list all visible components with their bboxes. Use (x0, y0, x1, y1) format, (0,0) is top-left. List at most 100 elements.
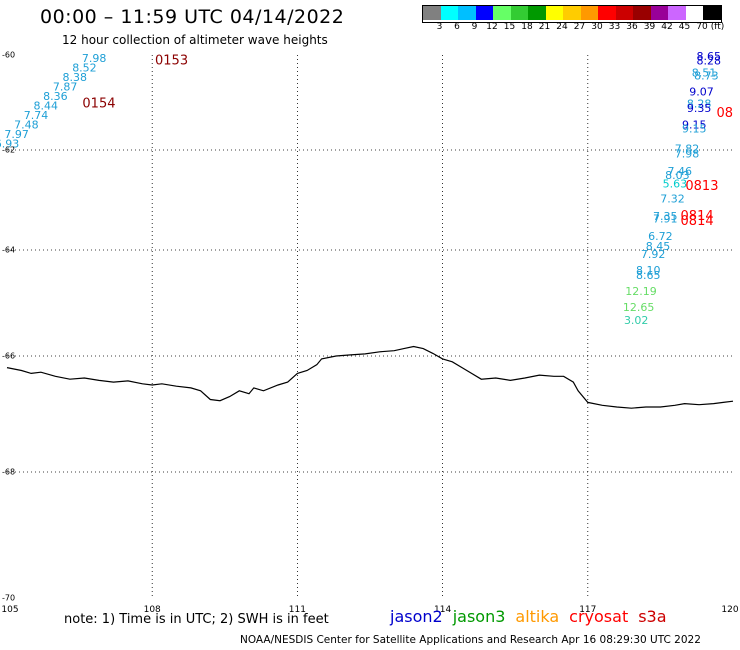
wave-height-value: 5.63 (663, 178, 688, 191)
footnote: note: 1) Time is in UTC; 2) SWH is in fe… (64, 612, 329, 627)
latitude-tick-label: -70 (2, 593, 16, 603)
wave-height-value: 7.35 (653, 210, 678, 223)
wave-height-value: 9.15 (682, 122, 707, 135)
page-title: 00:00 – 11:59 UTC 04/14/2022 (40, 6, 345, 28)
satellite-label-s3a: s3a (638, 607, 667, 626)
wave-height-value: 9.15 (682, 119, 707, 132)
time-label: 08 (716, 106, 733, 121)
latitude-tick-label: -60 (2, 50, 16, 60)
legend-swatch (510, 6, 528, 20)
longitude-tick-label: 111 (288, 605, 306, 615)
wave-height-value: 8.28 (697, 55, 722, 68)
legend-swatch (440, 6, 458, 20)
legend-label: 21 (538, 22, 551, 32)
wave-height-value: 6.72 (648, 230, 673, 243)
legend-label: 27 (573, 22, 586, 32)
time-label: 0814 (681, 209, 714, 224)
legend-label: 30 (591, 22, 603, 32)
wave-height-value: 8.03 (665, 169, 690, 182)
legend-swatch (563, 6, 581, 20)
latitude-tick-label: -66 (2, 351, 16, 361)
legend-swatch (685, 6, 703, 20)
wave-height-value: 7.92 (641, 248, 666, 261)
time-label: 0814 (681, 214, 714, 229)
time-label: 0153 (155, 54, 188, 69)
satellite-label-cryosat: cryosat (569, 607, 629, 626)
legend-swatch (703, 6, 721, 20)
wave-height-value: 12.65 (623, 301, 655, 314)
legend-label: 33 (608, 22, 621, 32)
page-subtitle: 12 hour collection of altimeter wave hei… (62, 33, 328, 47)
legend-label: 42 (661, 22, 673, 32)
wave-height-value: 7.87 (53, 81, 78, 94)
credit-line: NOAA/NESDIS Center for Satellite Applica… (240, 634, 701, 646)
legend-swatch (668, 6, 686, 20)
coastline (6, 345, 734, 409)
wave-height-value: 7.97 (4, 128, 29, 141)
satellite-label-altika: altika (515, 607, 560, 626)
wave-height-value: 8.65 (697, 50, 722, 63)
wave-height-value: 8.44 (33, 100, 58, 113)
legend-swatch (545, 6, 563, 20)
color-legend (422, 5, 722, 23)
longitude-tick-label: 105 (1, 605, 19, 615)
legend-label: 3 (436, 22, 443, 32)
wave-height-value: 7.91 (653, 213, 678, 226)
wave-height-value: 8.52 (72, 62, 97, 75)
wave-height-value: 7.74 (24, 109, 49, 122)
latitude-tick-label: -64 (2, 245, 16, 255)
wave-height-value: 8.28 (687, 97, 712, 110)
satellite-label-jason3: jason3 (452, 607, 506, 626)
legend-swatch (493, 6, 511, 20)
wave-height-value: 8.36 (43, 90, 68, 103)
wave-height-value: 7.48 (14, 119, 39, 132)
wave-height-value: 7.98 (675, 148, 700, 161)
legend-swatch (423, 6, 441, 20)
legend-label: 18 (521, 22, 533, 32)
wave-height-value: 8.10 (636, 264, 661, 277)
wave-height-points: 7.988.528.387.878.368.447.747.487.976.93… (0, 50, 721, 327)
legend-swatch (458, 6, 476, 20)
longitude-tick-label: 114 (434, 605, 452, 615)
legend-label: 24 (556, 22, 568, 32)
legend-label: 70 (696, 22, 708, 32)
legend-label: 45 (678, 22, 691, 32)
color-legend-labels: 3 6 9 12 15 18 21 24 27 30 33 36 39 42 45 70 (ft) (422, 22, 740, 34)
latitude-tick-label: -62 (2, 145, 16, 155)
wave-height-value: 8.38 (63, 71, 88, 84)
wave-height-value: 3.02 (624, 314, 649, 327)
wave-height-value: 7.98 (82, 52, 107, 65)
legend-label: 36 (626, 22, 638, 32)
graticule (7, 55, 733, 598)
wave-height-value: 8.73 (694, 70, 719, 83)
legend-label: 6 (454, 22, 460, 32)
wave-height-value: 9.07 (689, 85, 714, 98)
wave-height-value: 8.51 (692, 66, 717, 79)
legend-label: 39 (643, 22, 656, 32)
wave-height-value: 12.19 (625, 285, 657, 298)
wave-height-value: 7.82 (675, 143, 700, 156)
legend-swatch (475, 6, 493, 20)
legend-label: 15 (503, 22, 516, 32)
longitude-tick-label: 120 (721, 605, 739, 615)
time-label: 0154 (82, 96, 115, 111)
wave-height-value: 8.45 (646, 240, 671, 253)
wave-height-value: 8.65 (636, 269, 661, 282)
legend-label: 9 (471, 22, 478, 32)
latitude-tick-label: -68 (2, 467, 16, 477)
legend-label: 12 (486, 22, 498, 32)
time-label: 0813 (685, 179, 718, 194)
legend-swatch (650, 6, 668, 20)
wave-height-value: 7.46 (668, 165, 693, 178)
longitude-tick-label: 108 (143, 605, 161, 615)
legend-swatch (598, 6, 616, 20)
legend-swatch (528, 6, 546, 20)
legend-unit: (ft) (710, 22, 725, 32)
longitude-tick-label: 117 (579, 605, 597, 615)
legend-swatch (633, 6, 651, 20)
legend-swatch (580, 6, 598, 20)
legend-swatch (615, 6, 633, 20)
satellite-legend: jason2 jason3 altika cryosat s3a (390, 607, 677, 626)
